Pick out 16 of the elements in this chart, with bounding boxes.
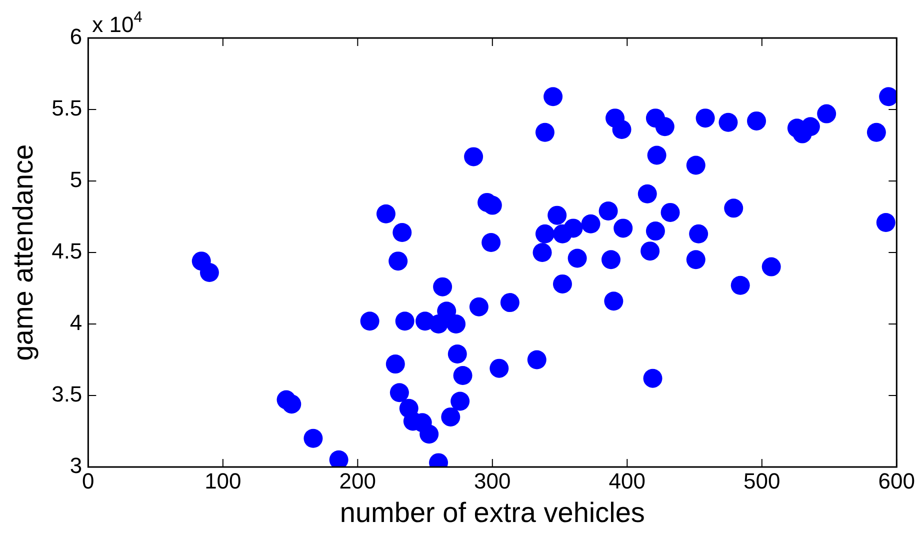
y-tick-label: 4 bbox=[70, 310, 82, 336]
x-tick-label: 300 bbox=[474, 468, 511, 494]
x-axis-title: number of extra vehicles bbox=[340, 496, 645, 528]
y-tick-label: 5.5 bbox=[52, 96, 82, 121]
x-tick-label: 600 bbox=[878, 468, 916, 494]
x-tick-label: 500 bbox=[744, 468, 780, 494]
x-tick-label: 400 bbox=[608, 468, 646, 494]
x-tick-label: 0 bbox=[82, 468, 94, 494]
y-tick-label: 6 bbox=[70, 24, 82, 50]
y-tick-label: 3.5 bbox=[52, 382, 82, 407]
y-tick-label: 3 bbox=[70, 453, 82, 478]
y-tick-label: 5 bbox=[70, 167, 82, 192]
y-axis-title: game attendance bbox=[8, 144, 39, 361]
y-tick-label: 4.5 bbox=[52, 238, 82, 264]
x-tick-label: 200 bbox=[339, 468, 376, 494]
x-tick-label: 100 bbox=[204, 468, 242, 494]
